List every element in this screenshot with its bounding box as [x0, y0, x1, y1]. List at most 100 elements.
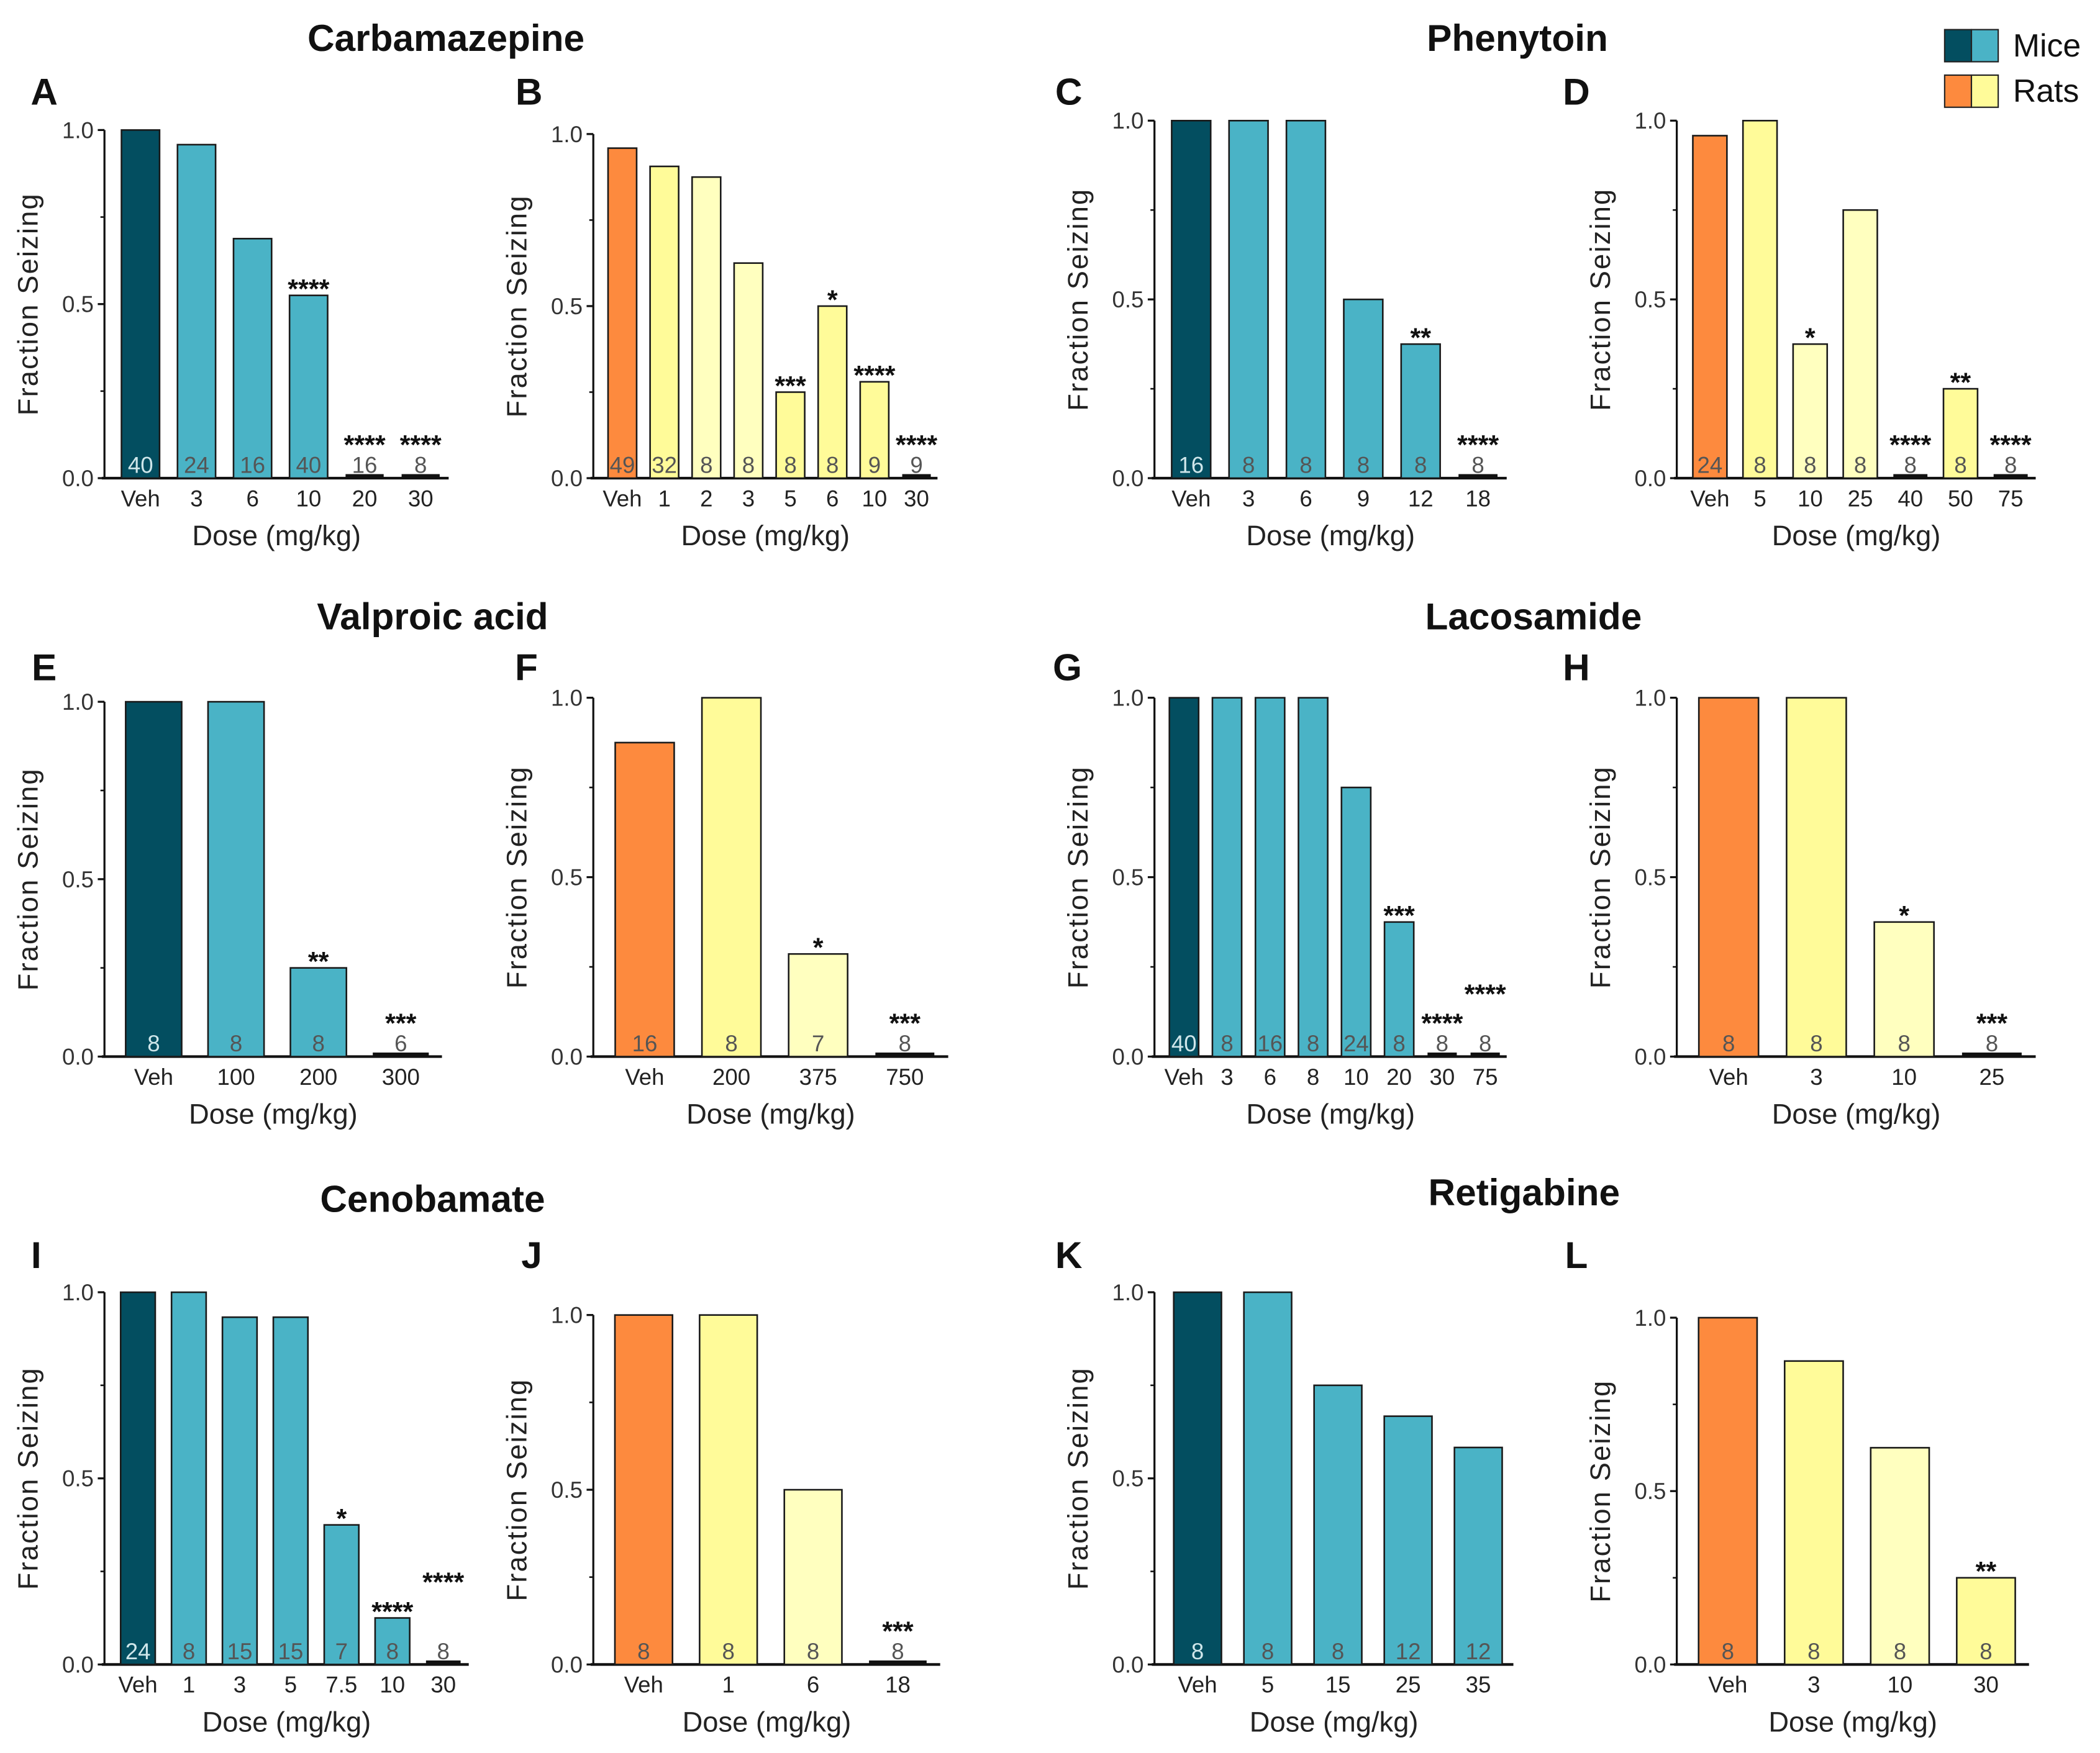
x-tick-label: Veh: [1708, 1672, 1747, 1698]
bar: [288, 294, 329, 479]
n-label: 40: [128, 452, 153, 478]
n-label: 8: [1393, 1031, 1405, 1056]
panel-a: A 0.0 0.5 1.0 Fraction Seizing Dose (mg/kg) 40…: [12, 70, 449, 551]
bar: [1343, 298, 1384, 479]
x-tick-label: 30: [1429, 1064, 1455, 1090]
x-tick-label: 100: [217, 1064, 255, 1090]
x-axis-label: Dose (mg/kg): [1246, 1098, 1415, 1130]
x-tick-label: 6: [826, 486, 839, 511]
n-label: 8: [637, 1639, 650, 1664]
significance-label: ***: [882, 1617, 914, 1647]
n-label: 8: [1479, 1031, 1491, 1056]
drug-title: Phenytoin: [1427, 17, 1608, 59]
bar: [1870, 1447, 1930, 1665]
n-label: 8: [1332, 1639, 1344, 1664]
x-tick-label: Veh: [119, 1672, 158, 1698]
y-tick-label: 1.0: [551, 122, 583, 147]
x-axis-label: Dose (mg/kg): [1246, 520, 1415, 551]
n-label: 8: [1722, 1639, 1734, 1664]
bar: [1792, 343, 1829, 479]
x-tick-label: 10: [1891, 1064, 1917, 1090]
x-tick-label: 3: [234, 1672, 246, 1698]
bar: [783, 1488, 843, 1665]
significance-label: ****: [1889, 430, 1931, 460]
y-tick-label: 0.0: [62, 1044, 94, 1069]
n-label: 8: [742, 452, 755, 478]
x-tick-label: Veh: [602, 486, 642, 511]
significance-label: ****: [1465, 979, 1506, 1009]
bar: [1400, 343, 1441, 479]
panel-f: F 0.0 0.5 1.0 Fraction Seizing Dose (mg/kg) 16…: [501, 646, 948, 1130]
panel-letter: I: [31, 1234, 42, 1276]
n-label: 8: [1242, 452, 1255, 478]
significance-label: ****: [896, 430, 937, 460]
x-tick-label: 30: [408, 486, 434, 511]
n-label: 8: [784, 452, 796, 478]
significance-label: ****: [371, 1597, 413, 1627]
x-tick-label: 3: [1242, 486, 1255, 511]
n-label: 24: [184, 452, 209, 478]
bar: [119, 1291, 157, 1665]
y-axis-label: Fraction Seizing: [12, 193, 43, 415]
x-axis-label: Dose (mg/kg): [686, 1098, 855, 1130]
x-tick-label: 25: [1848, 486, 1873, 511]
x-tick-label: 200: [299, 1064, 337, 1090]
bar: [649, 165, 680, 479]
x-tick-label: Veh: [121, 486, 160, 511]
panel-letter: F: [515, 646, 538, 689]
panels: A 0.0 0.5 1.0 Fraction Seizing Dose (mg/kg) 40…: [12, 70, 2036, 1737]
n-label: 8: [1954, 452, 1966, 478]
n-label: 8: [1804, 452, 1816, 478]
panel-l: L 0.0 0.5 1.0 Fraction Seizing Dose (mg/kg) 8 V…: [1565, 1234, 2029, 1737]
x-tick-label: 25: [1980, 1064, 2005, 1090]
drug-title: Carbamazepine: [307, 17, 584, 59]
significance-label: *: [1899, 901, 1909, 931]
y-tick-label: 1.0: [551, 686, 583, 711]
y-axis-label: Fraction Seizing: [501, 1379, 532, 1601]
x-axis-label: Dose (mg/kg): [202, 1706, 371, 1737]
n-label: 8: [1191, 1639, 1204, 1664]
n-label: 8: [386, 1639, 399, 1664]
bar: [1243, 1291, 1293, 1665]
y-tick-label: 0.0: [551, 1652, 583, 1677]
y-tick-label: 0.5: [551, 294, 583, 319]
n-label: 7: [335, 1639, 348, 1664]
n-label: 24: [1698, 452, 1723, 478]
n-label: 8: [1220, 1031, 1233, 1056]
x-tick-label: 200: [712, 1064, 750, 1090]
bar: [607, 147, 638, 479]
y-tick-label: 1.0: [1112, 1280, 1144, 1305]
bar: [120, 129, 161, 479]
panel-letter: A: [30, 70, 58, 112]
bar: [272, 1316, 309, 1665]
y-tick-label: 0.5: [551, 1477, 583, 1503]
x-axis-label: Dose (mg/kg): [192, 520, 361, 551]
bar: [1383, 1415, 1433, 1665]
bar: [1453, 1446, 1503, 1665]
y-axis-label: Fraction Seizing: [12, 768, 43, 990]
x-tick-label: 5: [284, 1672, 297, 1698]
bar: [701, 697, 762, 1058]
n-label: 8: [1414, 452, 1427, 478]
x-axis-label: Dose (mg/kg): [681, 520, 850, 551]
n-label: 8: [437, 1639, 450, 1664]
y-tick-label: 0.0: [1634, 1044, 1666, 1069]
x-tick-label: 30: [904, 486, 929, 511]
legend-swatch: [1943, 29, 1973, 63]
significance-label: ***: [385, 1009, 417, 1039]
n-label: 8: [183, 1639, 195, 1664]
n-label: 8: [1898, 1031, 1910, 1056]
x-axis-label: Dose (mg/kg): [683, 1706, 852, 1737]
n-label: 7: [812, 1031, 824, 1056]
x-tick-label: 750: [886, 1064, 924, 1090]
y-tick-label: 0.0: [1634, 1652, 1666, 1677]
n-label: 8: [1471, 452, 1484, 478]
x-tick-label: 1: [183, 1672, 195, 1698]
y-tick-label: 0.5: [1112, 865, 1144, 890]
n-label: 8: [899, 1031, 911, 1056]
y-tick-label: 0.5: [62, 292, 94, 317]
x-tick-label: 35: [1466, 1672, 1491, 1698]
x-tick-label: 10: [862, 486, 888, 511]
panel-b: B 0.0 0.5 1.0 Fraction Seizing Dose (mg/kg) 49…: [501, 70, 938, 551]
